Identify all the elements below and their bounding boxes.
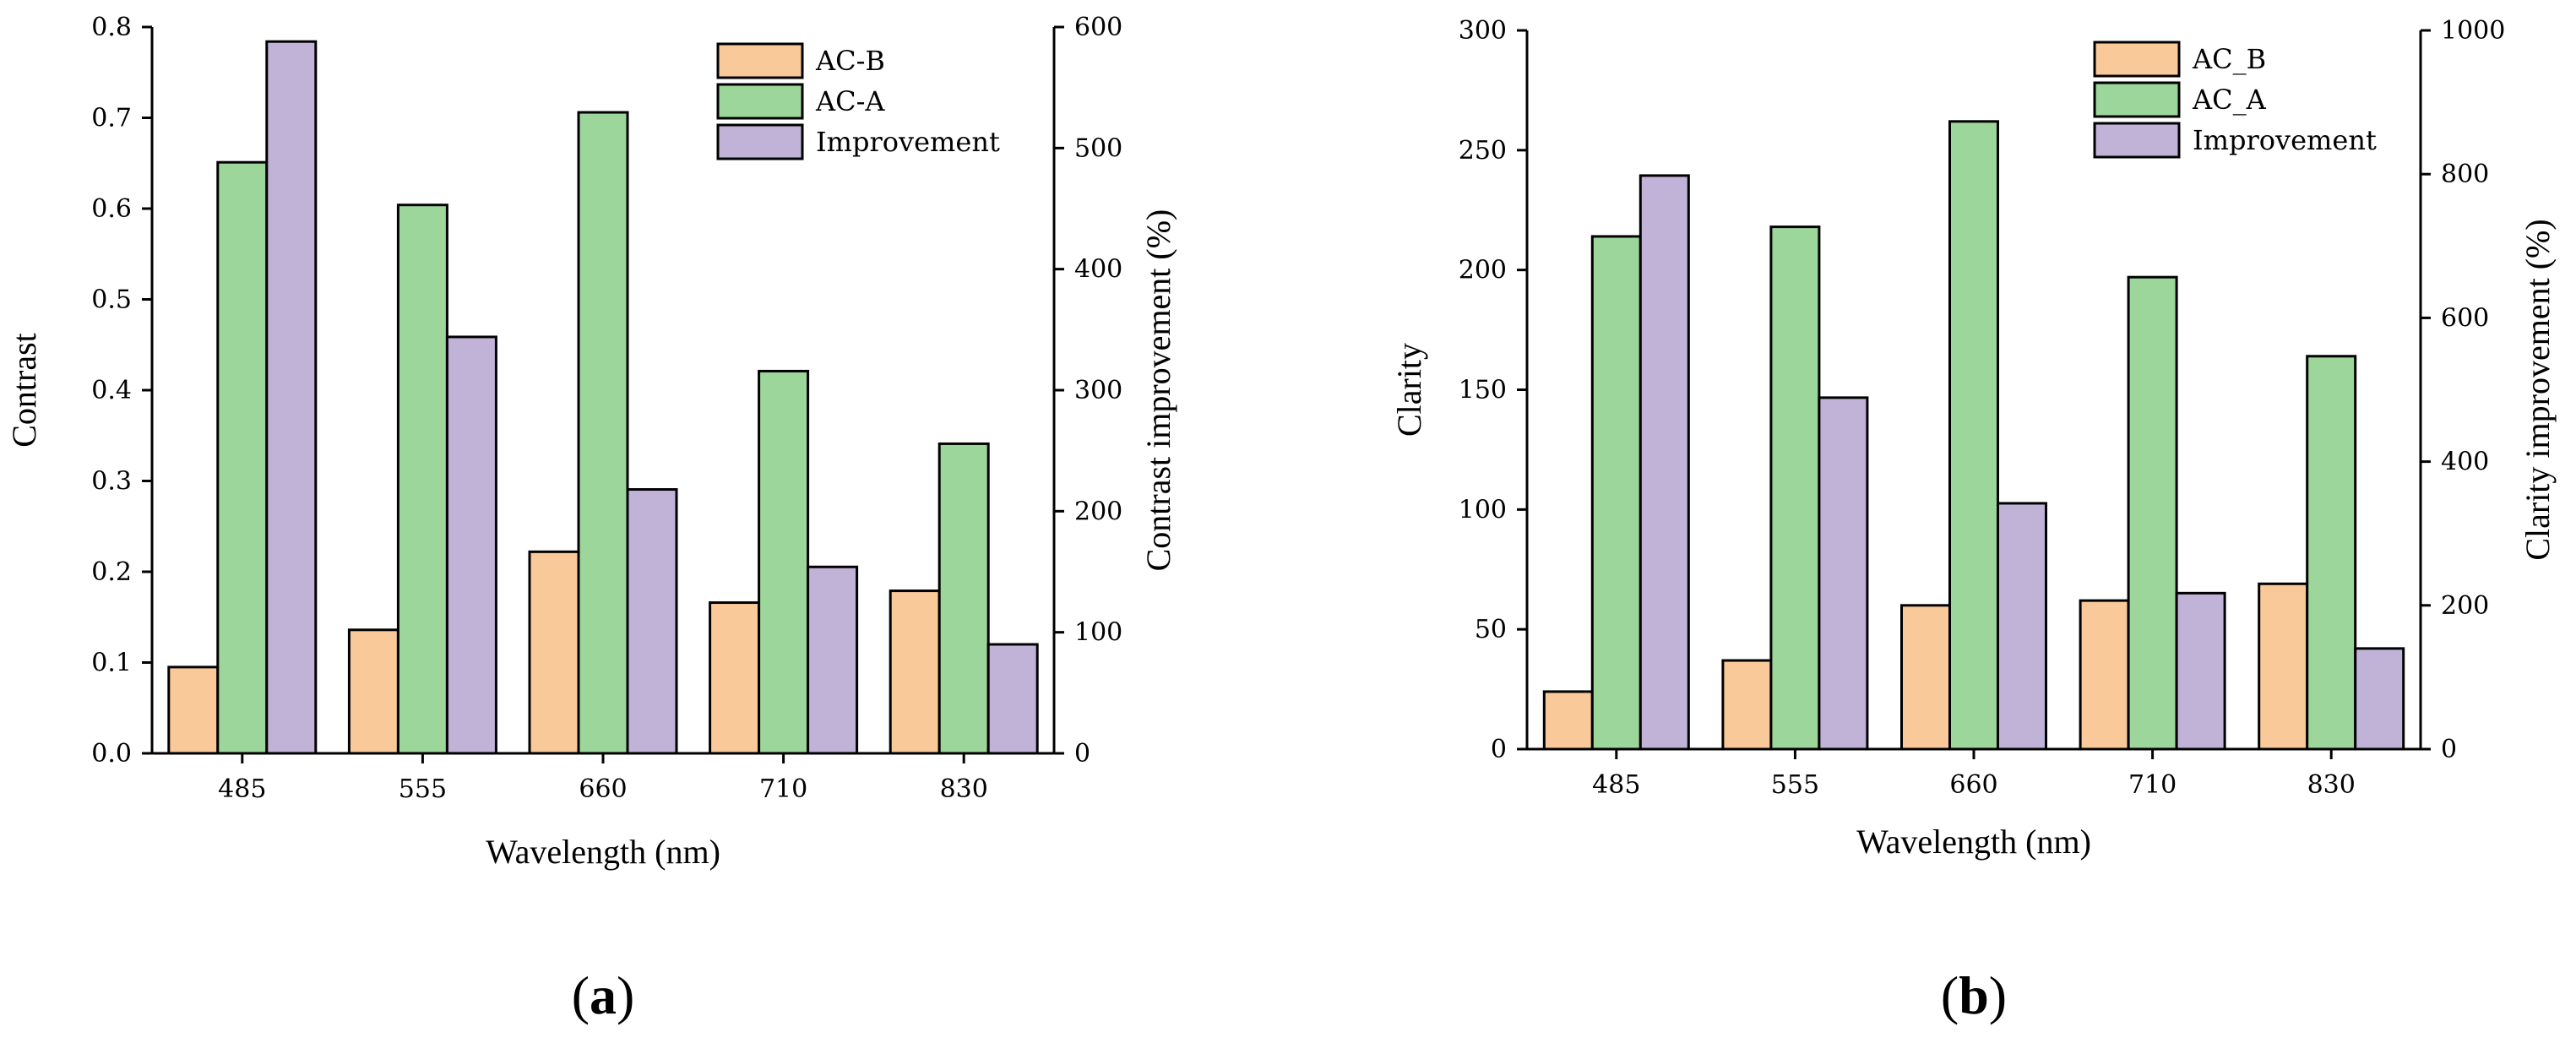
bar-ac-b-485 <box>1542 690 1594 751</box>
y-tick-label: 100 <box>1459 495 1507 524</box>
bar-improvement-830 <box>986 643 1039 755</box>
bar-ac-a-660 <box>1948 120 1999 751</box>
y2-tick-label: 800 <box>2441 160 2489 189</box>
legend-swatch <box>716 123 804 160</box>
y-tick-label: 300 <box>1459 16 1507 46</box>
x-axis-label: Wavelength (nm) <box>486 833 720 871</box>
y2-tick-label: 200 <box>2441 591 2489 621</box>
legend-swatch <box>2093 41 2181 78</box>
bar-ac-b-485 <box>167 665 220 755</box>
bar-improvement-830 <box>2354 647 2405 751</box>
x-tick-label: 830 <box>2307 770 2356 800</box>
bar-ac-b-830 <box>889 589 941 755</box>
y2-tick-label: 300 <box>1074 376 1122 405</box>
bar-ac-a-660 <box>577 111 629 755</box>
x-axis-label: Wavelength (nm) <box>1856 823 2091 861</box>
y2-tick-label: 500 <box>1074 133 1122 163</box>
bar-ac-a-555 <box>396 204 448 755</box>
legend-swatch <box>716 83 804 120</box>
y2-tick-label: 400 <box>1074 255 1122 285</box>
legend-label: Improvement <box>816 126 1000 158</box>
bar-ac-b-710 <box>709 601 761 755</box>
bar-ac-b-555 <box>347 628 399 755</box>
y2-tick-label: 600 <box>2441 303 2489 333</box>
legend-label: AC-A <box>815 85 885 117</box>
y-tick-label: 0.8 <box>91 13 132 42</box>
bar-ac-a-710 <box>2127 275 2178 751</box>
x-tick-label: 660 <box>1949 770 1997 800</box>
y2-tick-label: 600 <box>1074 13 1122 42</box>
legend-swatch <box>716 42 804 79</box>
bar-ac-b-710 <box>2079 599 2130 751</box>
y-tick-label: 200 <box>1459 256 1507 285</box>
y-tick-label: 0.5 <box>91 285 132 315</box>
x-tick-label: 710 <box>2128 770 2177 800</box>
bar-improvement-555 <box>1818 396 1869 751</box>
bar-improvement-710 <box>2175 591 2226 751</box>
x-tick-label: 485 <box>1592 770 1640 800</box>
y2-tick-label: 100 <box>1074 618 1122 648</box>
y-tick-label: 0.2 <box>91 557 132 587</box>
y-tick-label: 150 <box>1459 376 1507 405</box>
bar-ac-a-830 <box>2306 355 2357 751</box>
y-axis-label: Clarity <box>1390 343 1428 437</box>
x-tick-label: 710 <box>759 774 807 804</box>
y2-tick-label: 0 <box>2441 735 2457 764</box>
bar-ac-b-555 <box>1721 659 1773 751</box>
y-axis-label: Contrast <box>5 333 43 448</box>
x-tick-label: 830 <box>940 774 988 804</box>
y-tick-label: 0.3 <box>91 467 132 497</box>
y-tick-label: 0.7 <box>91 104 132 133</box>
bar-ac-a-485 <box>216 160 269 755</box>
bar-ac-b-660 <box>528 550 580 755</box>
x-tick-label: 555 <box>1771 770 1819 800</box>
y-tick-label: 0.4 <box>91 376 132 405</box>
y2-tick-label: 1000 <box>2441 16 2505 46</box>
bar-improvement-485 <box>265 40 318 755</box>
legend-swatch <box>2093 122 2181 159</box>
y2-tick-label: 0 <box>1074 739 1090 769</box>
bar-improvement-660 <box>1997 502 2047 751</box>
legend-swatch <box>2093 81 2181 118</box>
y2-tick-label: 400 <box>2441 448 2489 477</box>
y-tick-label: 250 <box>1459 136 1507 166</box>
legend-label: AC_A <box>2192 84 2267 116</box>
panel-label: (a) <box>572 965 635 1025</box>
bar-improvement-710 <box>807 565 859 755</box>
bar-ac-a-555 <box>1769 225 1821 751</box>
y-tick-label: 50 <box>1475 615 1507 644</box>
bar-ac-a-710 <box>758 369 810 755</box>
bar-ac-a-830 <box>937 442 990 755</box>
bar-improvement-555 <box>445 335 497 755</box>
panel-label: (b) <box>1941 965 2007 1025</box>
bar-improvement-485 <box>1639 174 1690 751</box>
bar-ac-b-830 <box>2258 582 2309 751</box>
x-tick-label: 555 <box>399 774 447 804</box>
y-tick-label: 0 <box>1491 735 1507 764</box>
legend-label: AC_B <box>2192 43 2266 75</box>
y2-axis-label: Contrast improvement (%) <box>1139 209 1177 572</box>
chart-panel-b: 485 555 660 710 830 0 50 100 150 200 250 300 0 200 400… <box>1390 16 2557 1025</box>
y-tick-label: 0.6 <box>91 194 132 224</box>
legend-label: AC-B <box>815 45 885 77</box>
legend-label: Improvement <box>2193 124 2377 156</box>
y2-tick-label: 200 <box>1074 497 1122 526</box>
chart-panel-a: 485 555 660 710 830 0.0 0.1 0.2 0.3 0.4 0.5 0.6 0.7 0… <box>5 13 1177 1025</box>
y-tick-label: 0.1 <box>91 649 132 678</box>
x-tick-label: 485 <box>218 774 266 804</box>
bar-ac-b-660 <box>1900 604 1951 751</box>
x-tick-label: 660 <box>579 774 627 804</box>
bar-improvement-660 <box>626 488 678 755</box>
y-tick-label: 0.0 <box>91 739 132 769</box>
y2-axis-label: Clarity improvement (%) <box>2519 219 2557 560</box>
bar-ac-a-485 <box>1590 235 1642 751</box>
